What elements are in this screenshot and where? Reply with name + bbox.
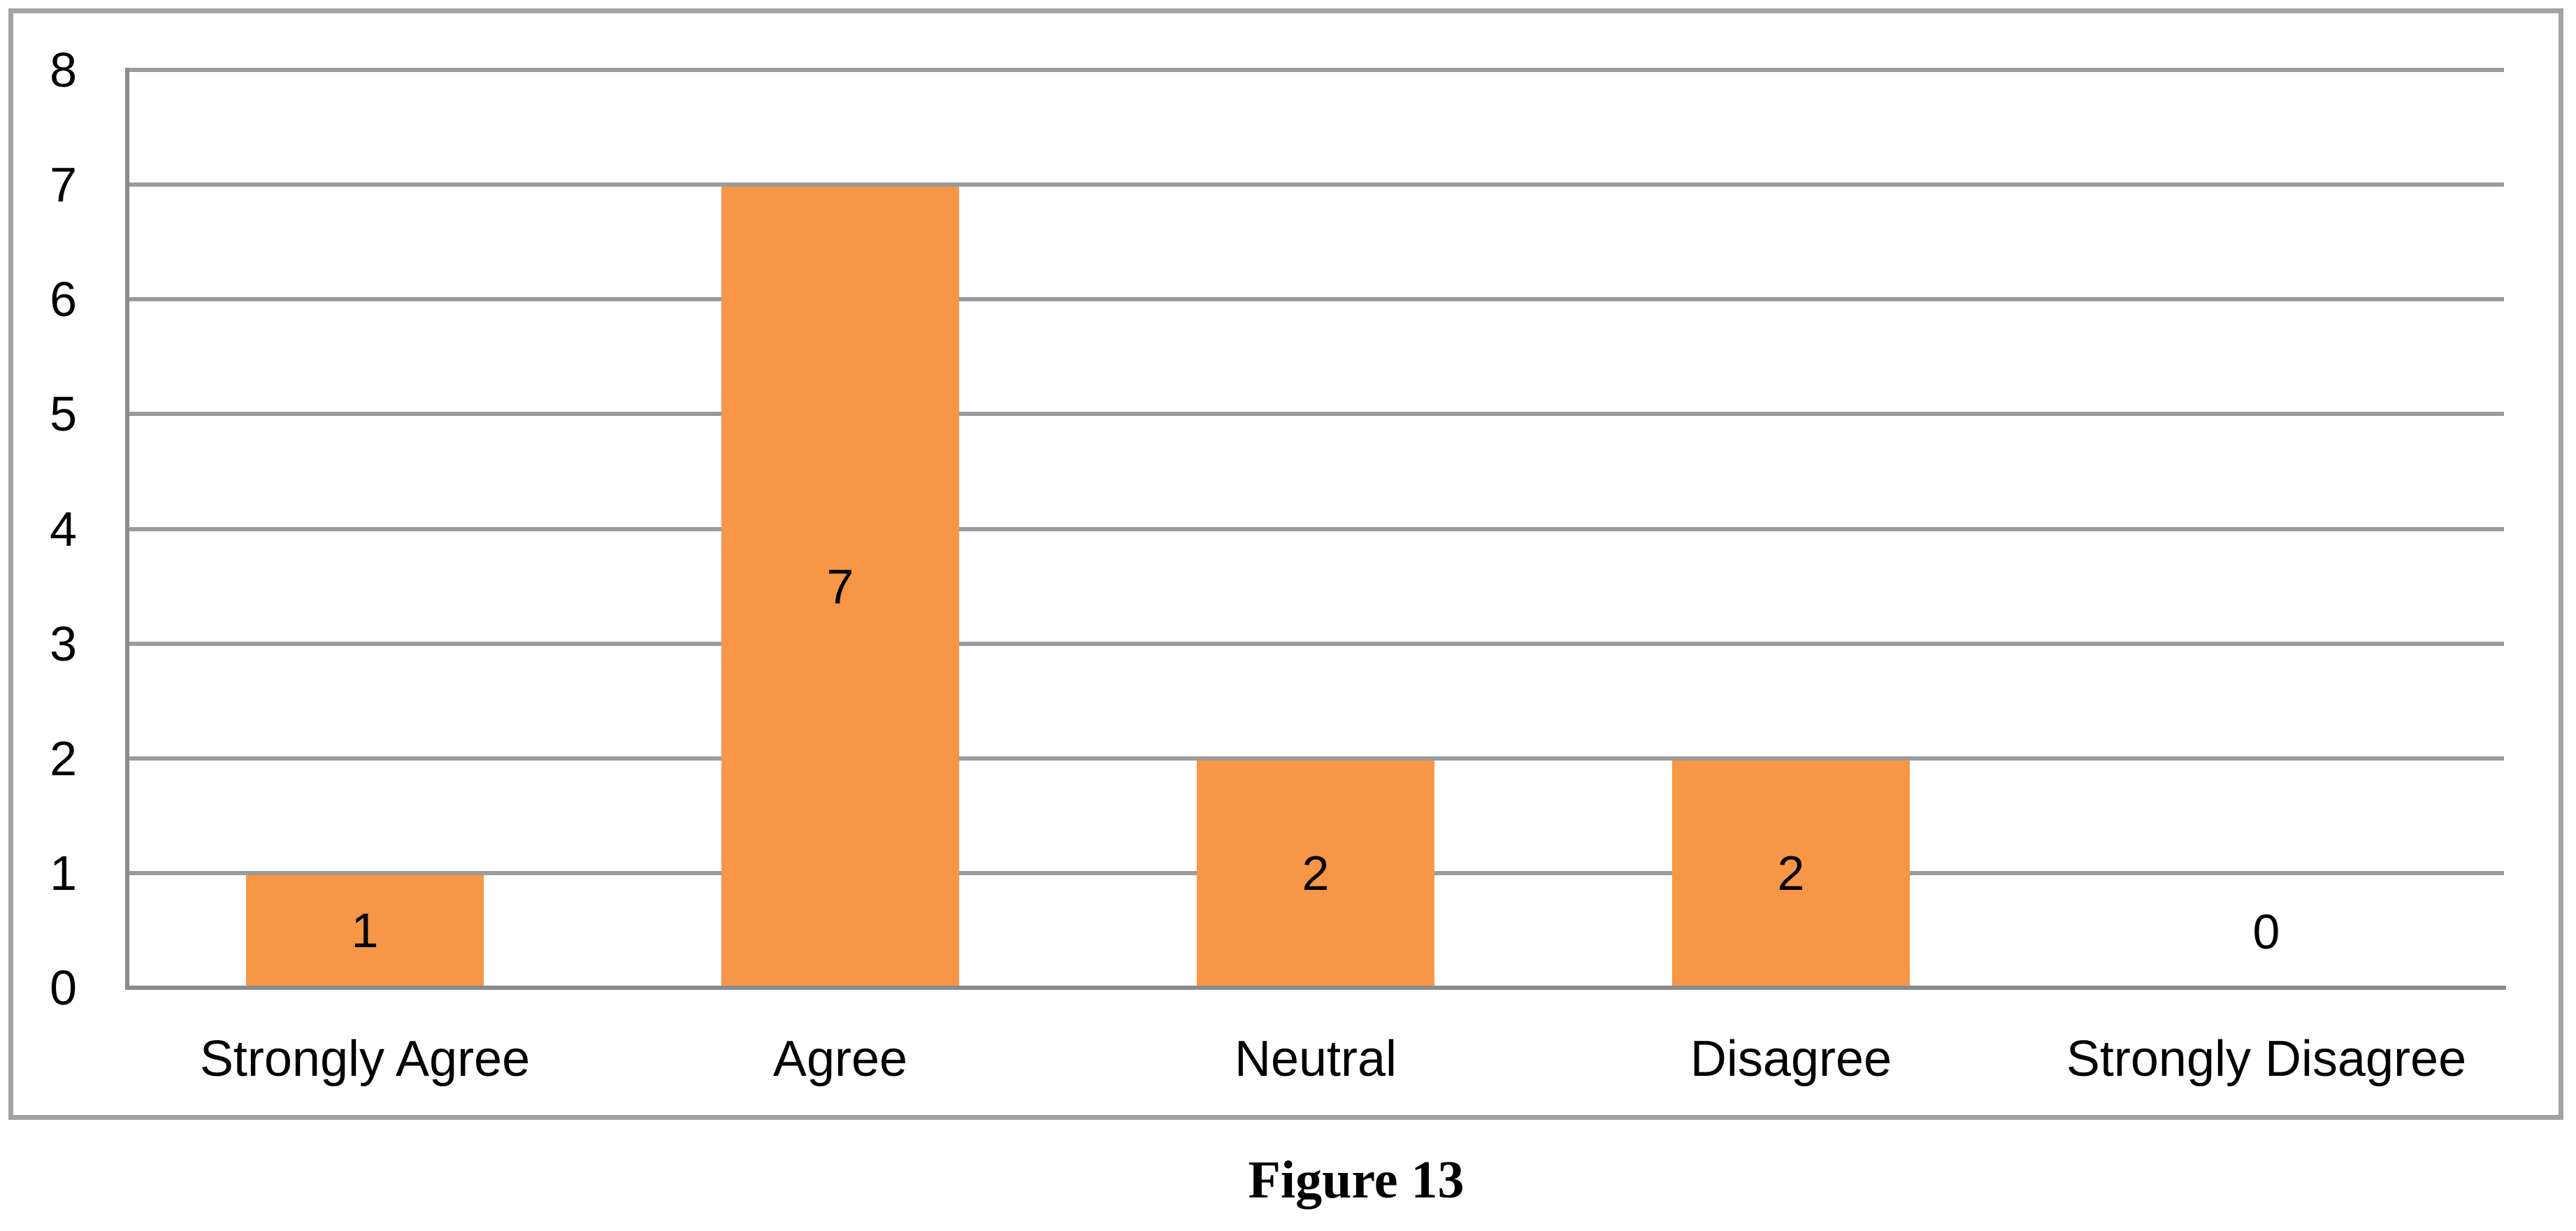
x-axis-line [125,986,2506,990]
y-gridline [127,642,2504,646]
x-category-label: Agree [772,1031,908,1087]
y-axis-tick-label: 4 [50,502,77,556]
bar [246,875,484,988]
x-category-label: Strongly Agree [199,1031,531,1087]
x-category-label: Neutral [1234,1031,1397,1087]
bar [721,187,959,988]
y-gridline [127,68,2504,72]
y-axis-line [125,68,129,990]
y-axis-tick-label: 7 [50,157,77,212]
x-category-label: Disagree [1690,1031,1892,1087]
y-axis-tick-label: 0 [50,960,77,1015]
y-axis-tick-label: 5 [50,387,77,441]
y-axis-tick-label: 2 [50,731,77,786]
y-gridline [127,182,2504,187]
bar [1672,761,1910,988]
y-axis-tick-label: 3 [50,617,77,671]
bar [1197,761,1434,988]
y-axis-tick-label: 6 [50,272,77,326]
y-gridline [127,297,2504,301]
x-category-label: Strongly Disagree [2066,1031,2467,1087]
y-gridline [127,412,2504,416]
y-gridline [127,756,2504,761]
y-gridline [127,527,2504,531]
bar-data-label: 7 [826,559,854,614]
y-axis-tick-label: 8 [50,43,77,97]
bar-data-label: 0 [2252,905,2280,959]
y-axis-tick-label: 1 [50,846,77,900]
bar-data-label: 2 [1302,846,1330,900]
bar-data-label: 1 [351,903,379,958]
figure-caption: Figure 13 [1248,1151,1465,1209]
bar-data-label: 2 [1777,846,1805,900]
